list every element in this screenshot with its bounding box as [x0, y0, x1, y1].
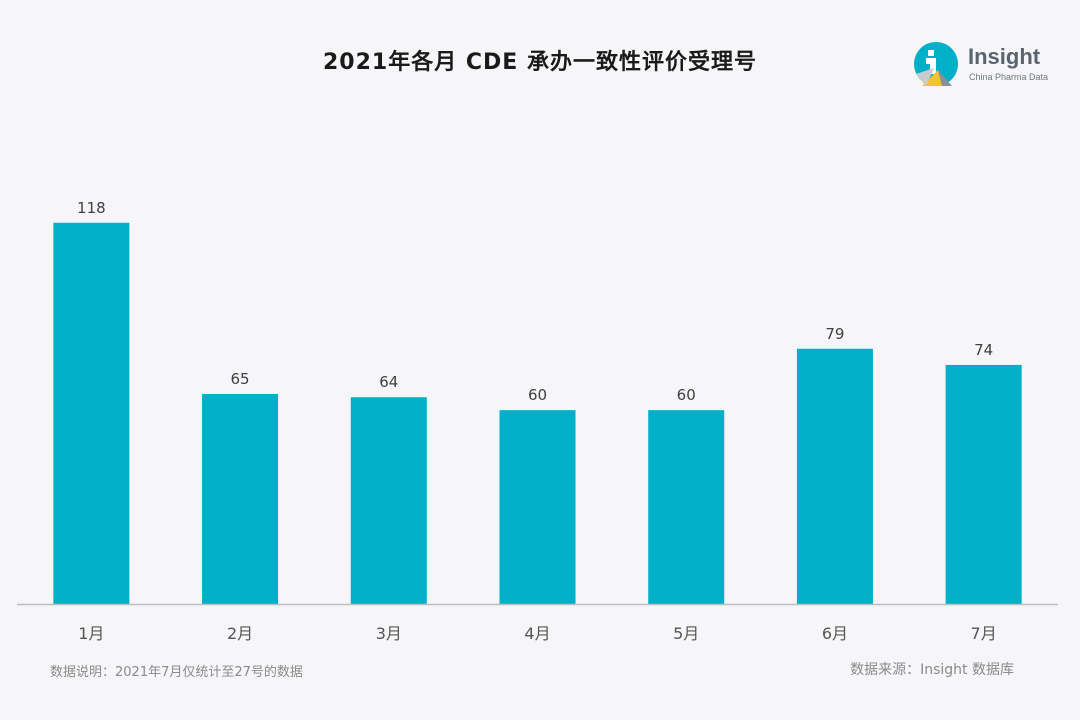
data-label: 74 — [974, 341, 993, 359]
data-label: 60 — [677, 386, 696, 404]
x-tick-label: 3月 — [376, 624, 402, 643]
data-label: 64 — [379, 373, 398, 391]
insight-logo-icon — [914, 42, 958, 86]
chart-title: 2021年各月 CDE 承办一致性评价受理号 — [323, 50, 757, 75]
data-source: 数据来源：Insight 数据库 — [850, 662, 1014, 678]
logo-subtitle: China Pharma Data — [969, 72, 1049, 82]
bar — [53, 222, 130, 604]
data-label: 65 — [231, 370, 250, 388]
data-label: 60 — [528, 386, 547, 404]
x-tick-label: 4月 — [524, 624, 550, 643]
footnote: 数据说明：2021年7月仅统计至27号的数据 — [50, 665, 303, 680]
bar-chart: 118 1月 65 2月 64 3月 60 4月 60 5月 79 6月 74 7月 — [17, 199, 1058, 643]
x-tick-label: 5月 — [673, 624, 699, 643]
x-tick-label: 6月 — [822, 624, 848, 643]
bar — [350, 397, 427, 604]
x-tick-label: 1月 — [78, 624, 104, 643]
x-tick-label: 2月 — [227, 624, 253, 643]
data-label: 118 — [77, 199, 106, 217]
bar — [499, 410, 576, 604]
bar — [945, 364, 1022, 604]
data-label: 79 — [825, 325, 844, 343]
logo-wordmark: Insight — [968, 44, 1041, 69]
bar — [796, 348, 873, 604]
insight-logo: Insight China Pharma Data — [912, 40, 1062, 90]
bar — [648, 410, 725, 604]
x-tick-label: 7月 — [971, 624, 997, 643]
bar — [202, 394, 279, 604]
